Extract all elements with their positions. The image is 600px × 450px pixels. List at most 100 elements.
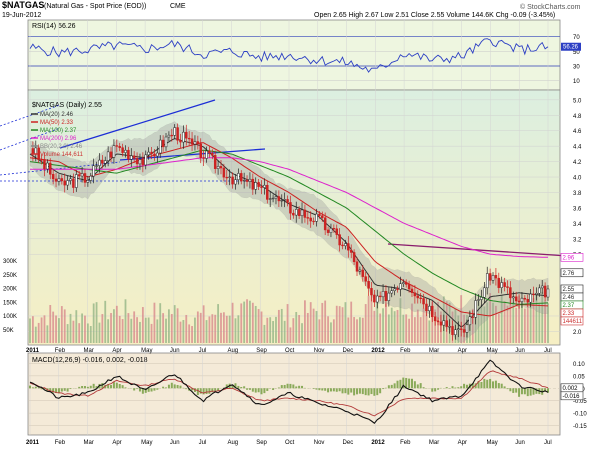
price-bar-body: [433, 316, 437, 322]
volume-bar: [69, 313, 72, 343]
price-bar-body: [283, 199, 286, 201]
price-bar-body: [543, 285, 547, 298]
macd-histogram-bar: [547, 388, 549, 393]
volume-bar: [150, 323, 153, 343]
upper-channel-line: [59, 99, 216, 149]
volume-bar: [81, 313, 83, 343]
price-bar-body: [40, 159, 43, 161]
price-bar-body: [503, 282, 506, 287]
volume-bar: [86, 323, 89, 343]
volume-bar: [512, 301, 515, 343]
volume-bar: [356, 319, 358, 343]
macd-value-badge-text: -0.016: [563, 394, 581, 400]
volume-bar: [275, 316, 277, 343]
macd-histogram-bar: [104, 384, 107, 389]
price-value-badge-text: 2.37: [563, 303, 575, 309]
volume-bar: [95, 302, 98, 343]
volume-bar: [477, 301, 480, 343]
price-value-badge: [560, 268, 584, 278]
volume-bar: [240, 303, 243, 343]
macd-histogram-bar: [162, 386, 165, 389]
price-bar-body: [135, 158, 139, 165]
price-value-badge-text: 144611: [563, 319, 583, 325]
volume-bar: [373, 310, 376, 343]
volume-bar: [225, 315, 228, 343]
macd-histogram-bar: [60, 388, 63, 392]
x-axis-label-bottom: Nov: [314, 440, 325, 446]
x-axis-label: Aug: [227, 348, 238, 354]
volume-bar: [220, 312, 222, 343]
price-bar-body: [439, 321, 443, 326]
price-bar-body: [234, 179, 237, 185]
volume-bar: [104, 300, 107, 343]
macd-histogram-bar: [214, 388, 217, 392]
macd-histogram-bar: [523, 388, 526, 395]
price-bar-body: [471, 316, 475, 318]
price-bar-body: [268, 198, 272, 200]
price-bar-body: [289, 202, 292, 214]
price-bar-body: [150, 151, 153, 155]
volume-bar: [217, 304, 220, 343]
macd-histogram-bar: [115, 382, 118, 389]
macd-histogram-bar: [29, 385, 31, 389]
volume-bar: [185, 314, 188, 343]
series-lines: [29, 138, 549, 328]
macd-histogram-bar: [419, 383, 422, 389]
volume-bar: [364, 304, 367, 343]
macd-histogram-bar: [318, 388, 321, 391]
price-bar-body: [190, 138, 194, 145]
volume-bar: [376, 302, 379, 343]
price-bar-body: [477, 299, 480, 301]
macd-histogram-bar: [492, 381, 495, 389]
volume-bar: [280, 308, 283, 343]
macd-histogram-bar: [110, 385, 113, 389]
price-bar-body: [494, 275, 498, 279]
macd-histogram-bar: [312, 388, 315, 389]
value-badges: 56.26 2.96 2.76 2.55 2.46 2.37 2.33 144611 0.002…: [560, 42, 584, 401]
price-bar-body: [292, 212, 295, 216]
volume-bar: [321, 302, 324, 343]
price-bar-body: [462, 329, 466, 333]
price-value-badge-text: 2.46: [563, 295, 575, 301]
volume-bar: [113, 309, 115, 343]
macd-histogram-bar: [338, 388, 341, 392]
macd-histogram-bar: [176, 385, 179, 389]
price-bar-body: [106, 151, 110, 161]
macd-histogram-bar: [251, 388, 254, 392]
price-bar-body: [358, 269, 362, 272]
volume-bar: [208, 316, 211, 343]
volume-bar: [228, 315, 231, 343]
x-axis-label: Nov: [314, 348, 325, 354]
price-bar-body: [497, 277, 501, 288]
price-bar-body: [251, 178, 255, 190]
macd-histogram-bar: [390, 384, 393, 389]
volume-bar: [173, 305, 176, 343]
macd-histogram-bar: [445, 387, 448, 389]
ma20-line: [29, 138, 549, 328]
price-bar-body: [430, 305, 434, 318]
x-axis-label-bottom: Apr: [458, 440, 467, 446]
price-bar-body: [410, 288, 414, 293]
rsi-series: [29, 38, 549, 73]
macd-histogram-bar: [497, 383, 500, 389]
x-axis-label: Jun: [515, 348, 525, 354]
volume-bar: [179, 321, 182, 343]
x-axis-label-bottom: Jul: [199, 440, 207, 446]
volume-bar: [518, 295, 520, 343]
volume-bar: [405, 314, 408, 343]
volume-bar: [393, 311, 396, 343]
macd-histogram-bar: [500, 383, 503, 389]
macd-histogram-bar: [83, 386, 86, 389]
macd-histogram-bar: [465, 384, 468, 389]
volume-bar: [243, 301, 246, 343]
macd-histogram-bar: [217, 388, 220, 391]
price-bar-body: [237, 173, 240, 180]
price-bar-body: [396, 288, 399, 290]
volume-bar: [402, 314, 405, 343]
x-axis-label: Jun: [170, 348, 180, 354]
macd-histogram-bar: [321, 388, 324, 391]
macd-histogram-bar: [526, 388, 529, 397]
macd-histogram-bar: [246, 388, 249, 390]
volume-bar: [332, 319, 335, 343]
macd-histogram-bar: [361, 388, 364, 395]
